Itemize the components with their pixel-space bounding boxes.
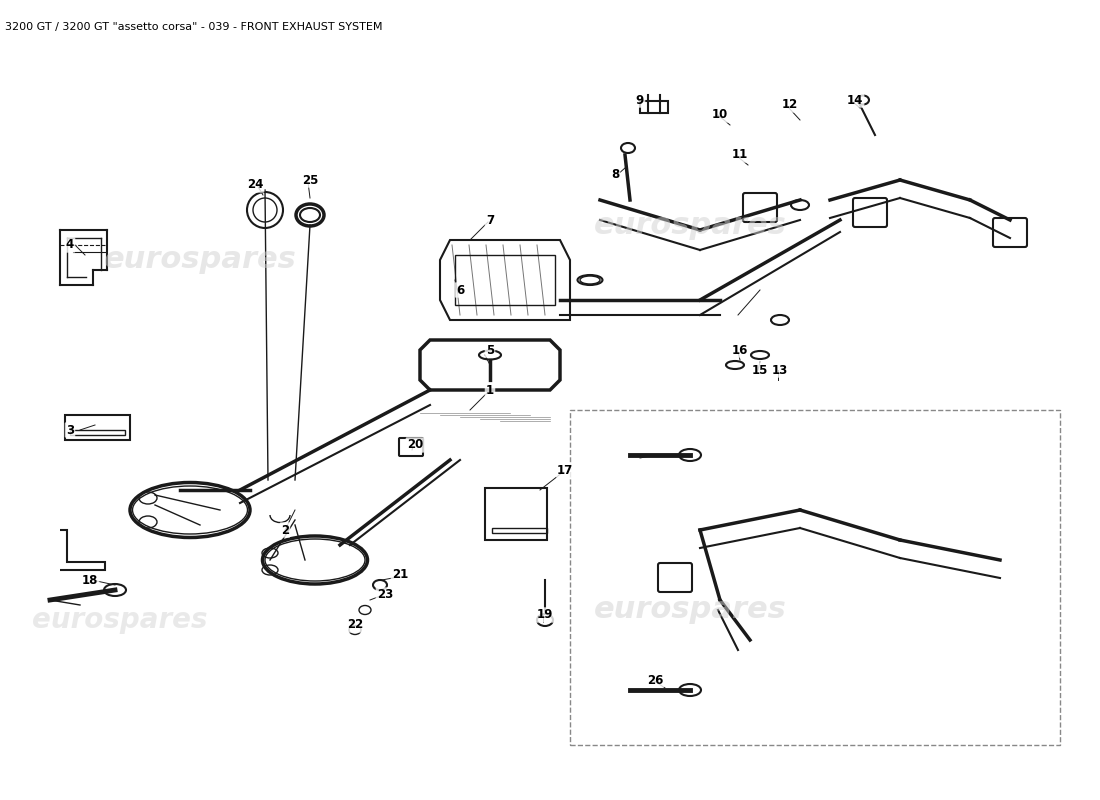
Text: 17: 17 xyxy=(557,463,573,477)
Text: 7: 7 xyxy=(486,214,494,226)
Text: 1: 1 xyxy=(486,383,494,397)
Text: 5: 5 xyxy=(486,343,494,357)
Bar xyxy=(65,415,130,440)
Bar xyxy=(485,488,547,540)
Text: 15: 15 xyxy=(751,363,768,377)
Text: 20: 20 xyxy=(407,438,424,451)
Text: 19: 19 xyxy=(537,609,553,622)
Bar xyxy=(492,528,547,533)
Text: 13: 13 xyxy=(772,363,788,377)
Text: 23: 23 xyxy=(377,589,393,602)
Text: 3: 3 xyxy=(66,423,74,437)
Text: 22: 22 xyxy=(346,618,363,631)
Text: 6: 6 xyxy=(455,283,464,297)
Text: 24: 24 xyxy=(246,178,263,191)
Text: 21: 21 xyxy=(392,569,408,582)
Text: 3200 GT / 3200 GT "assetto corsa" - 039 - FRONT EXHAUST SYSTEM: 3200 GT / 3200 GT "assetto corsa" - 039 … xyxy=(6,22,383,32)
Text: 10: 10 xyxy=(712,109,728,122)
Text: 8: 8 xyxy=(610,169,619,182)
Text: eurospares: eurospares xyxy=(32,606,208,634)
Text: 2: 2 xyxy=(280,523,289,537)
Text: 4: 4 xyxy=(66,238,74,251)
Bar xyxy=(70,430,125,435)
Text: 11: 11 xyxy=(732,149,748,162)
Text: 26: 26 xyxy=(647,674,663,686)
Text: 16: 16 xyxy=(732,343,748,357)
Bar xyxy=(640,101,668,113)
Text: 12: 12 xyxy=(782,98,799,111)
Text: eurospares: eurospares xyxy=(594,595,786,625)
Text: eurospares: eurospares xyxy=(594,210,786,239)
Bar xyxy=(570,410,1060,745)
Text: 9: 9 xyxy=(636,94,645,106)
Text: 25: 25 xyxy=(301,174,318,186)
Text: 18: 18 xyxy=(81,574,98,586)
Text: eurospares: eurospares xyxy=(103,246,296,274)
Text: 14: 14 xyxy=(847,94,864,106)
